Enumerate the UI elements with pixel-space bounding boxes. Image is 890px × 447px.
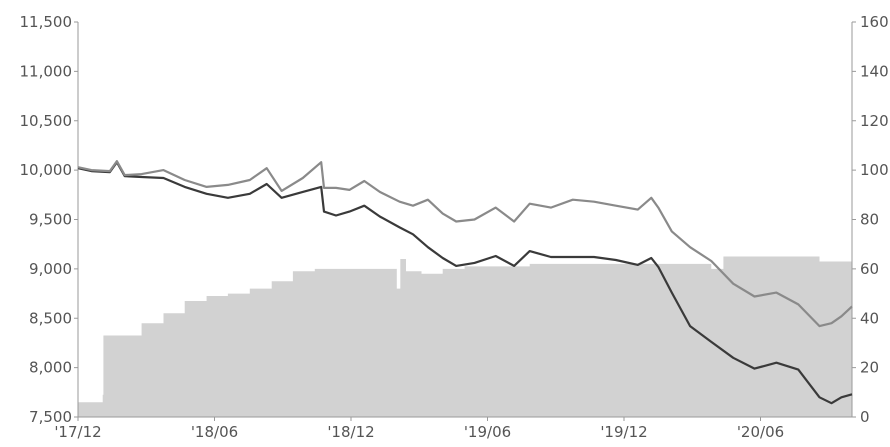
volume-area-layer	[78, 256, 852, 417]
volume-area	[78, 256, 852, 417]
right-axis-tick-label: 80	[860, 211, 879, 229]
right-axis-tick-label: 40	[860, 309, 879, 327]
left-axis-tick-label: 11,500	[20, 13, 73, 31]
left-axis-tick-label: 9,500	[29, 211, 72, 229]
right-axis-tick-label: 120	[860, 112, 889, 130]
x-axis-tick-label: '20/06	[737, 423, 784, 441]
left-axis-tick-label: 10,500	[20, 112, 73, 130]
right-axis-tick-label: 140	[860, 62, 889, 80]
right-axis-tick-label: 160	[860, 13, 889, 31]
light-line-series	[77, 160, 853, 328]
left-axis-tick-label: 10,000	[20, 161, 73, 179]
left-axis-tick-label: 11,000	[20, 62, 73, 80]
price-lines-layer	[77, 160, 853, 405]
right-axis-tick-label: 0	[860, 408, 870, 426]
axes-layer	[74, 21, 856, 421]
x-axis-tick-label: '19/06	[464, 423, 511, 441]
dark-line-series	[77, 161, 853, 405]
right-axis-tick-label: 100	[860, 161, 889, 179]
left-axis-tick-label: 8,500	[29, 309, 72, 327]
x-axis-tick-label: '18/12	[327, 423, 374, 441]
left-axis-tick-label: 9,000	[29, 260, 72, 278]
tick-labels-layer: 11,500 11,000 10,500 10,000 9,500 9,000 8,500 8…	[20, 13, 889, 441]
right-axis-tick-label: 20	[860, 359, 879, 377]
right-axis-tick-label: 60	[860, 260, 879, 278]
x-axis-tick-label: '19/12	[600, 423, 647, 441]
left-axis-tick-label: 7,500	[29, 408, 72, 426]
left-axis-tick-label: 8,000	[29, 359, 72, 377]
x-axis-tick-label: '18/06	[191, 423, 238, 441]
x-axis-tick-label: '17/12	[54, 423, 101, 441]
